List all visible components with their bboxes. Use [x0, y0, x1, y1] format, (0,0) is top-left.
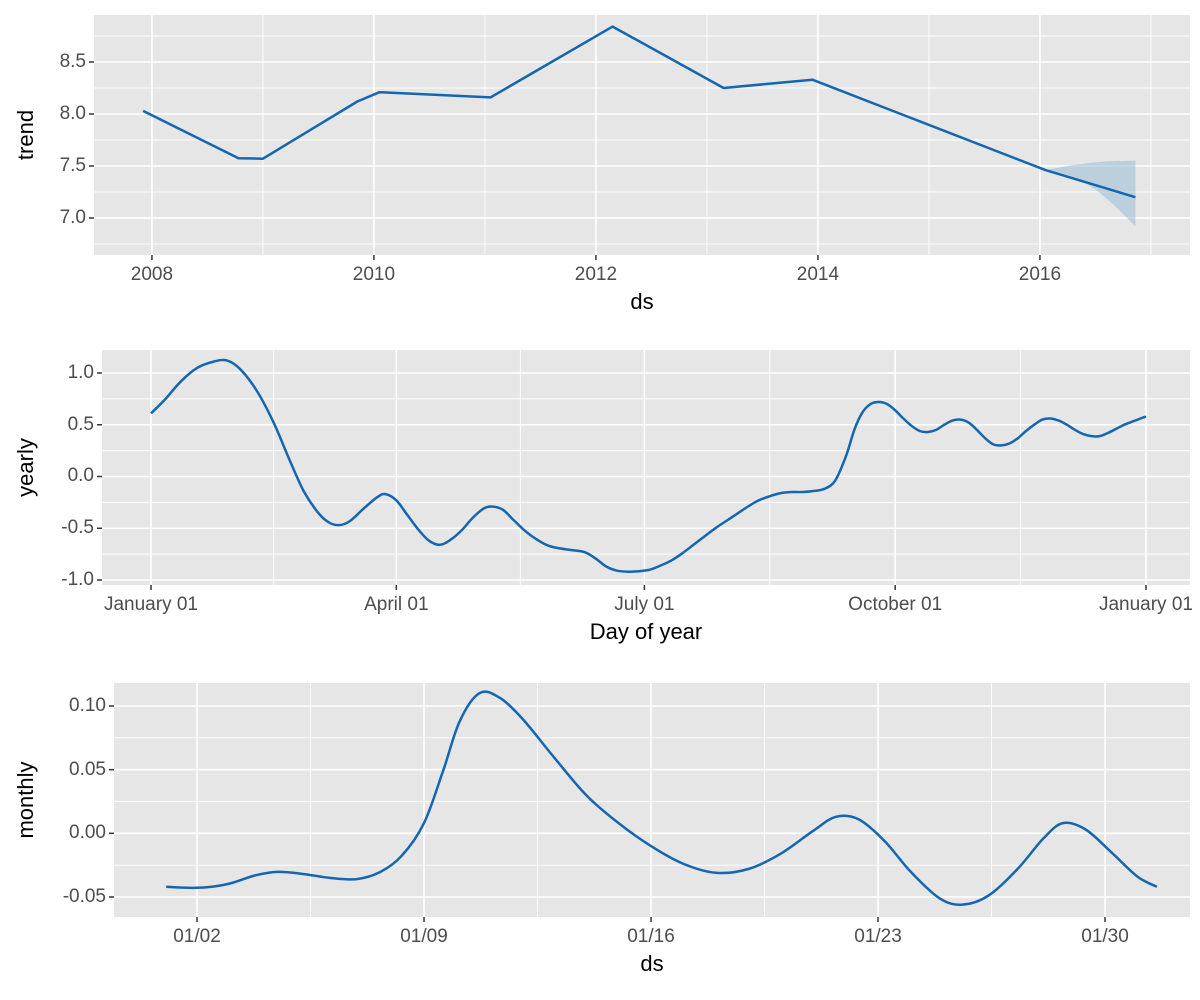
yearly-y-tick-label: 0.5 [67, 413, 94, 435]
monthly-x-tick-label: 01/02 [173, 926, 221, 947]
trend-x-axis-title: ds [630, 289, 654, 314]
monthly-y-axis-title: monthly [13, 761, 38, 839]
trend-y-tick-label: 8.5 [59, 51, 86, 72]
monthly-panel-background [114, 683, 1190, 917]
trend-x-tick-label: 2010 [352, 264, 396, 285]
monthly-x-axis-title: ds [640, 951, 664, 976]
monthly-x-tick-label: 01/23 [854, 926, 902, 947]
trend-y-axis-title: trend [13, 109, 38, 161]
yearly-x-tick-label: January 01 [103, 594, 198, 615]
yearly-y-axis-title: yearly [13, 438, 38, 497]
trend-x-tick-label: 2014 [796, 264, 840, 285]
yearly-y-tick-label: 1.0 [67, 361, 94, 383]
monthly-x-tick-label: 01/09 [400, 926, 448, 947]
monthly-y-tick-label: -0.05 [62, 885, 106, 907]
trend-y-tick-label: 7.0 [59, 206, 86, 228]
monthly-y-tick-label: 0.00 [69, 822, 106, 844]
trend-y-tick-label: 8.0 [59, 102, 86, 124]
yearly-line [150, 358, 1147, 573]
trend-x-tick-label: 2008 [130, 264, 174, 285]
trend-line [142, 25, 1136, 199]
yearly-panel-background [102, 350, 1190, 585]
yearly-x-tick-label: April 01 [364, 594, 429, 615]
yearly-x-tick-label: July 01 [614, 594, 675, 615]
yearly-x-tick-label: January 01 [1098, 594, 1193, 615]
monthly-line [166, 690, 1158, 906]
yearly-x-tick-label: October 01 [848, 594, 943, 615]
trend-x-tick-label: 2012 [574, 264, 618, 285]
yearly-y-tick-label: 0.0 [67, 465, 94, 487]
trend-y-tick-label: 7.5 [59, 154, 86, 176]
trend-x-tick-label: 2016 [1018, 264, 1062, 285]
monthly-x-tick-label: 01/16 [627, 926, 675, 947]
trend-panel-background [94, 15, 1190, 255]
yearly-y-tick-label: -0.5 [61, 517, 94, 539]
yearly-x-axis-title: Day of year [589, 619, 703, 644]
uncertainty-band [1045, 160, 1136, 227]
yearly-y-tick-label: -1.0 [61, 569, 94, 590]
monthly-y-tick-label: 0.05 [69, 758, 106, 780]
monthly-x-tick-label: 01/30 [1081, 926, 1129, 947]
monthly-y-tick-label: 0.10 [69, 694, 106, 716]
